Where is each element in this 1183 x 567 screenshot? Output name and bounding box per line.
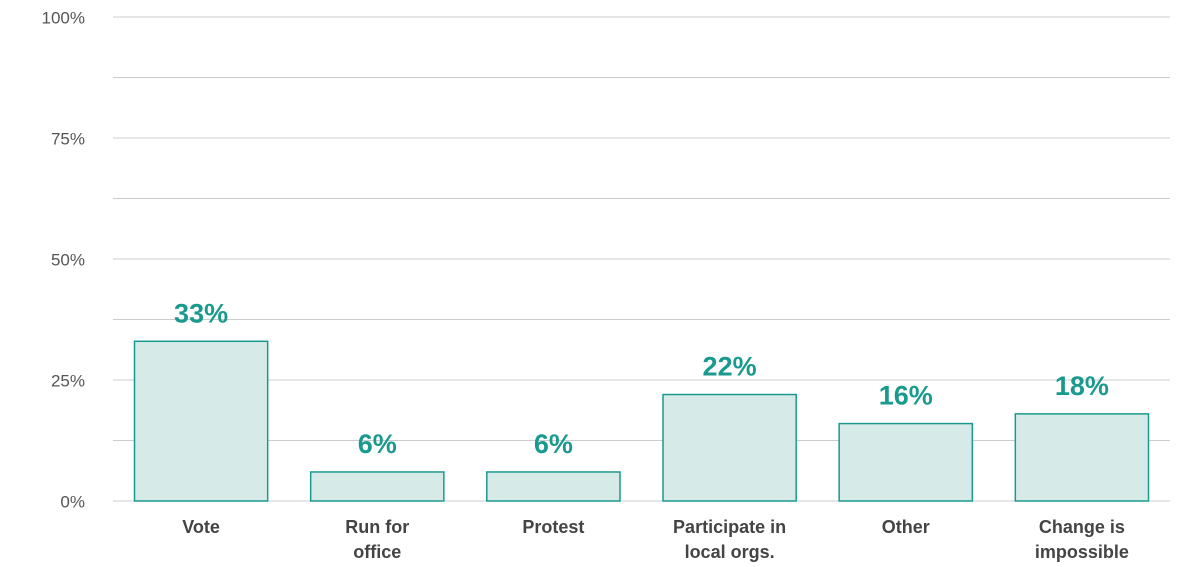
x-tick-label: Vote	[182, 517, 220, 537]
x-tick-label: Protest	[522, 517, 585, 537]
y-tick-label: 25%	[51, 371, 85, 390]
value-label: 22%	[703, 352, 757, 382]
bar	[486, 471, 621, 502]
value-label: 16%	[879, 381, 933, 411]
bar	[133, 340, 269, 502]
y-tick-label: 75%	[51, 129, 85, 148]
bar	[1014, 413, 1150, 502]
x-tick-label: Change is impossible	[1034, 517, 1129, 562]
bar	[838, 422, 974, 502]
x-tick-label: Run for office	[345, 517, 410, 562]
value-label: 18%	[1055, 371, 1109, 401]
value-label: 6%	[358, 429, 397, 459]
x-tick-label: Other	[881, 517, 930, 537]
bar	[309, 471, 445, 502]
value-label: 33%	[174, 298, 228, 328]
value-label: 6%	[534, 429, 573, 459]
x-tick-label: Participate in local orgs.	[673, 517, 787, 562]
bar	[662, 393, 797, 502]
y-tick-label: 50%	[51, 250, 85, 269]
y-tick-label: 100%	[42, 8, 85, 27]
y-tick-label: 0%	[60, 492, 85, 511]
